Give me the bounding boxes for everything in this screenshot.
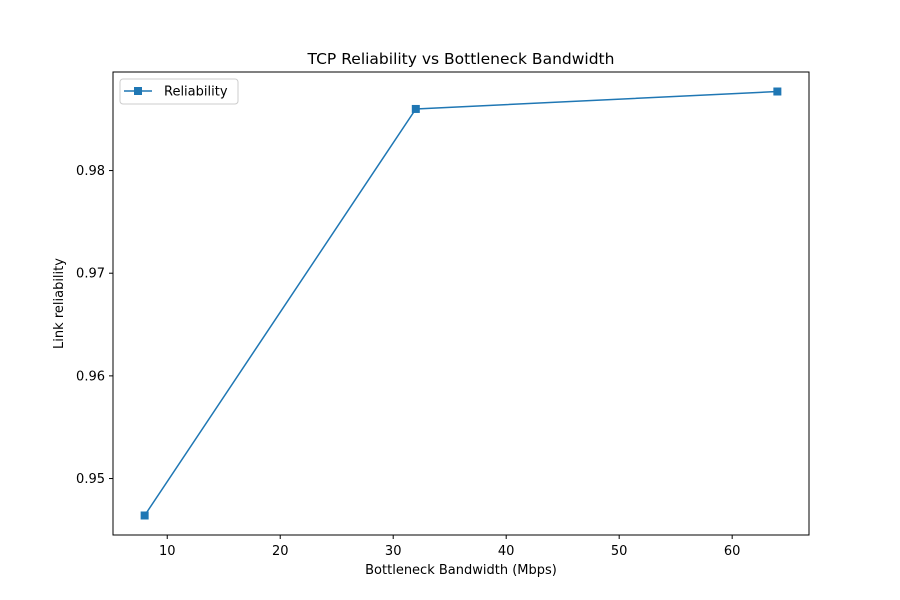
data-point-marker [773,87,782,96]
x-tick-label: 50 [611,544,628,559]
x-tick-label: 40 [498,544,515,559]
x-tick-label: 30 [385,544,402,559]
y-tick-label: 0.95 [76,472,105,487]
axes-frame [112,71,810,536]
data-point-marker [140,511,149,520]
y-tick-label: 0.97 [76,267,105,282]
series-layer [140,87,782,520]
x-axis-ticks: 10 20 30 40 50 60 [159,535,740,559]
series-line-reliability [144,90,778,516]
y-axis-ticks: 0.95 0.96 0.97 0.98 [76,164,113,487]
legend: Reliability [119,78,239,105]
y-tick-label: 0.96 [76,369,105,384]
x-tick-label: 20 [272,544,289,559]
x-tick-label: 60 [724,544,741,559]
plot-area [112,71,810,536]
x-axis-label: Bottleneck Bandwidth (Mbps) [365,563,557,578]
chart-title: TCP Reliability vs Bottleneck Bandwidth [307,50,615,68]
legend-box [119,78,239,105]
legend-label-reliability: Reliability [164,85,228,100]
data-point-marker [411,104,420,113]
legend-marker-square [134,87,142,95]
y-tick-label: 0.98 [76,164,105,179]
y-axis-label: Link reliability [52,258,67,349]
x-tick-label: 10 [159,544,176,559]
